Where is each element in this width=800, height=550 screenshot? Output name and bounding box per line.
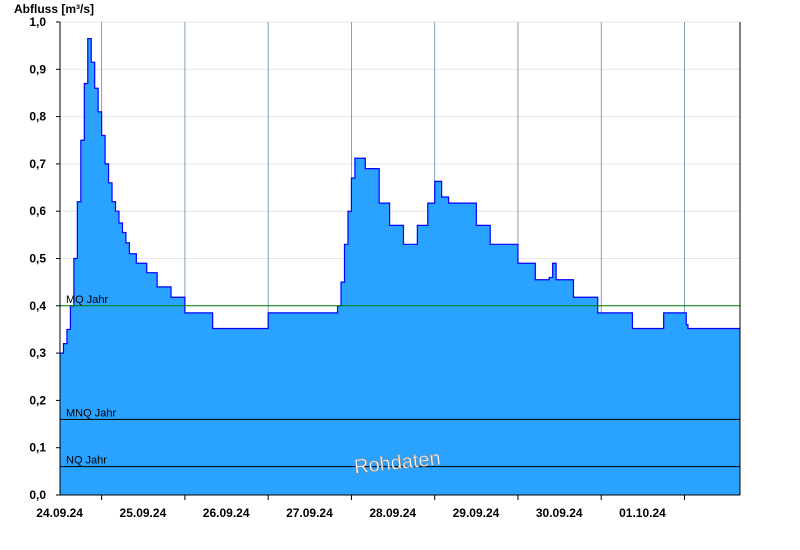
reference-line-label: MQ Jahr — [66, 294, 109, 306]
y-tick-label: 0,5 — [29, 252, 46, 266]
reference-line-label: MNQ Jahr — [66, 407, 116, 419]
y-tick-label: 0,9 — [29, 62, 46, 76]
y-tick-label: 0,3 — [29, 346, 46, 360]
y-tick-label: 0,7 — [29, 157, 46, 171]
x-tick-label: 01.10.24 — [619, 506, 666, 520]
discharge-area — [60, 38, 740, 496]
x-tick-label: 28.09.24 — [369, 506, 416, 520]
x-tick-label: 27.09.24 — [286, 506, 333, 520]
y-tick-label: 0,6 — [29, 204, 46, 218]
y-tick-label: 0,2 — [29, 393, 46, 407]
discharge-line — [60, 37, 740, 354]
series-area-layer — [60, 37, 740, 496]
x-tick-label: 24.09.24 — [36, 506, 83, 520]
x-tick-label: 30.09.24 — [536, 506, 583, 520]
axes-layer — [56, 21, 741, 500]
x-tick-label: 26.09.24 — [203, 506, 250, 520]
y-tick-label: 0,1 — [29, 441, 46, 455]
tick-labels-layer: 0,0 0,1 0,2 0,3 0,4 0,5 0,6 0,7 0,8 0,9 1,0 24.09.2… — [29, 15, 666, 520]
reference-line-label: NQ Jahr — [66, 455, 107, 467]
x-tick-label: 25.09.24 — [120, 506, 167, 520]
reference-lines-layer: MQ Jahr MNQ Jahr NQ Jahr — [60, 294, 740, 468]
y-axis-label: Abfluss [m³/s] — [14, 2, 95, 16]
x-tick-label: 29.09.24 — [453, 506, 500, 520]
y-tick-label: 0,8 — [29, 110, 46, 124]
y-tick-label: 0,0 — [29, 488, 46, 502]
y-tick-label: 1,0 — [29, 15, 46, 29]
y-tick-label: 0,4 — [29, 299, 46, 313]
